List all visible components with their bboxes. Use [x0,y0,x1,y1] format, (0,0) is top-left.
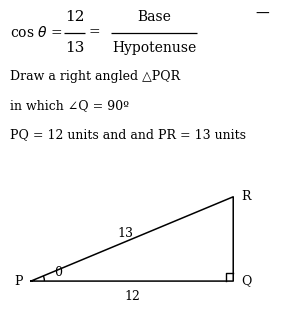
Text: PQ = 12 units and and PR = 13 units: PQ = 12 units and and PR = 13 units [10,128,246,141]
Text: 12: 12 [65,10,84,24]
Text: Draw a right angled △PQR: Draw a right angled △PQR [10,70,180,83]
Text: —: — [255,7,269,21]
Text: cos $\theta$ =: cos $\theta$ = [10,25,62,40]
Text: in which ∠Q = 90º: in which ∠Q = 90º [10,99,129,112]
Text: 0: 0 [54,266,62,279]
Text: 13: 13 [117,227,133,240]
Text: R: R [242,190,251,203]
Text: Hypotenuse: Hypotenuse [112,41,196,55]
Text: P: P [14,274,22,288]
Text: 13: 13 [65,41,84,55]
Text: Base: Base [137,10,171,24]
Text: =: = [89,26,100,39]
Text: Q: Q [242,274,252,288]
Text: 12: 12 [124,289,140,303]
